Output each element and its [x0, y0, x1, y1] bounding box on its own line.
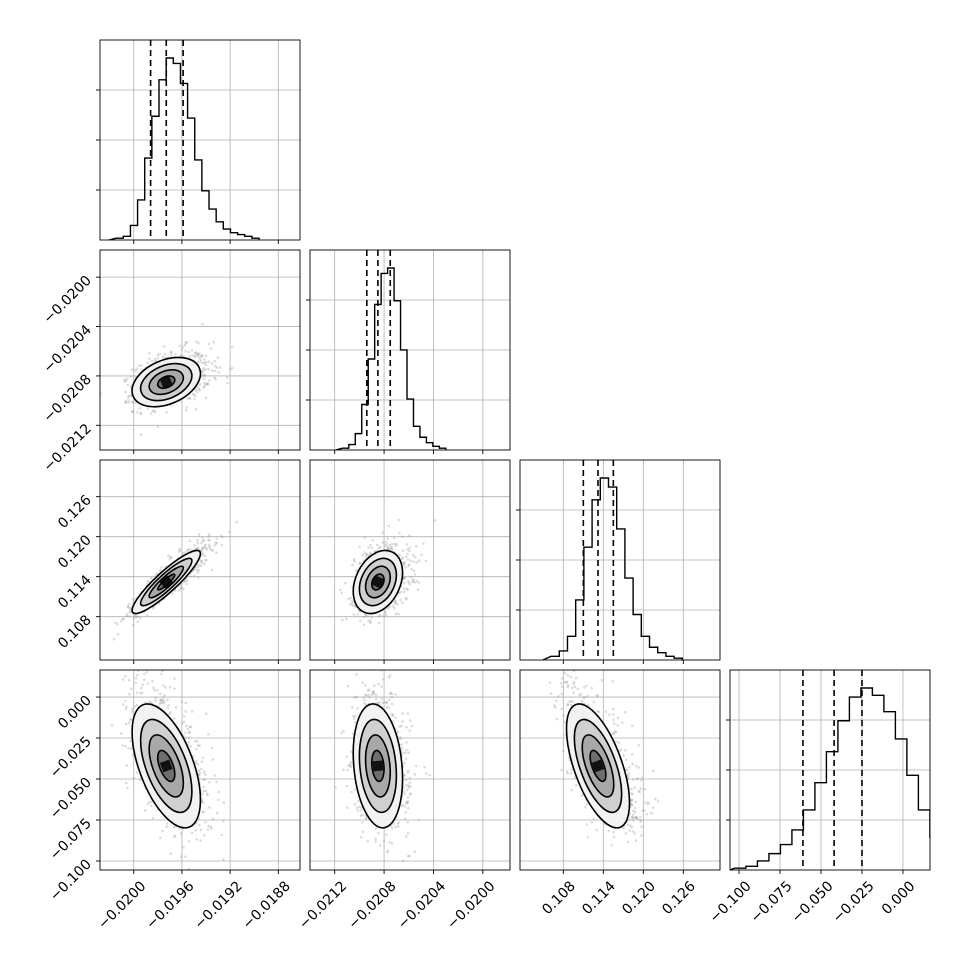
contour-line: [139, 718, 193, 814]
x-tick-label: 0.126: [659, 878, 699, 918]
x-tick-label: −0.100: [707, 878, 755, 926]
panel-3-3: [726, 669, 931, 874]
contour-line: [358, 557, 398, 607]
y-tick-label: 0.114: [55, 572, 95, 612]
panel-frame: [99, 459, 301, 661]
panel-frame: [99, 669, 301, 871]
x-tick-label: −0.0200: [95, 878, 149, 932]
x-tick-label: 0.120: [619, 878, 659, 918]
y-tick-label: −0.0212: [41, 421, 95, 475]
y-tick-label: −0.050: [47, 775, 95, 823]
density-peak: [591, 759, 605, 773]
contour-line: [358, 718, 398, 814]
contour-line: [131, 549, 202, 615]
panel-3-2: [519, 669, 721, 874]
panel-0-0: [96, 39, 301, 244]
density-peak: [372, 760, 384, 772]
contour-line: [573, 718, 623, 814]
y-tick-label: 0.120: [55, 532, 95, 572]
panel-3-0: [96, 669, 301, 874]
panel-frame: [309, 459, 511, 661]
y-tick-label: −0.075: [47, 816, 95, 864]
contour-line: [131, 356, 202, 408]
contour-line: [364, 565, 392, 599]
contour-line: [352, 703, 404, 829]
contour-line: [139, 362, 193, 402]
y-tick-label: 0.126: [55, 492, 95, 532]
histogram-step: [335, 267, 447, 450]
x-tick-label: −0.0200: [444, 878, 498, 932]
panel-frame: [519, 669, 721, 871]
panel-frame: [309, 669, 511, 871]
contour-line: [131, 703, 202, 829]
x-tick-label: −0.0208: [345, 878, 399, 932]
panel-3-1: [309, 669, 511, 874]
x-tick-label: 0.000: [879, 878, 919, 918]
panel-2-1: [309, 459, 511, 664]
contour-line: [364, 734, 392, 798]
density-peak: [371, 575, 385, 589]
x-tick-label: −0.0196: [143, 878, 197, 932]
panel-1-0: [96, 249, 301, 454]
histogram-step: [108, 57, 260, 240]
panel-frame: [99, 249, 301, 451]
contour-line: [148, 734, 185, 798]
y-tick-label: −0.025: [47, 734, 95, 782]
x-tick-label: −0.0188: [240, 878, 294, 932]
y-tick-label: −0.0208: [41, 371, 95, 425]
y-tick-label: 0.000: [55, 693, 95, 733]
x-tick-label: 0.108: [539, 878, 579, 918]
y-tick-label: −0.0204: [41, 322, 95, 376]
x-tick-label: −0.075: [748, 878, 796, 926]
panel-2-2: [516, 459, 721, 664]
panel-1-1: [306, 249, 511, 454]
x-tick-label: −0.0192: [191, 878, 245, 932]
histogram-step: [542, 477, 684, 660]
panel-2-0: [96, 459, 301, 664]
contour-line: [156, 573, 176, 591]
contour-line: [156, 375, 176, 390]
y-tick-label: −0.100: [47, 856, 95, 904]
contour-line: [352, 549, 404, 615]
contour-line: [139, 557, 193, 607]
histogram-step: [730, 687, 930, 870]
x-tick-label: −0.0212: [296, 878, 350, 932]
contour-line: [565, 703, 631, 829]
x-tick-label: 0.114: [579, 878, 619, 918]
x-tick-label: −0.0204: [395, 878, 449, 932]
contour-line: [148, 565, 185, 599]
x-tick-label: −0.025: [830, 878, 878, 926]
density-peak: [159, 759, 173, 773]
x-tick-label: −0.050: [789, 878, 837, 926]
contour-line: [148, 368, 185, 396]
y-tick-label: 0.108: [55, 612, 95, 652]
contour-line: [370, 573, 385, 591]
y-tick-label: −0.0200: [41, 273, 95, 327]
contour-line: [156, 749, 176, 783]
density-peak: [159, 375, 173, 389]
contour-line: [581, 734, 615, 798]
contour-line: [589, 749, 607, 783]
contour-line: [370, 749, 385, 783]
